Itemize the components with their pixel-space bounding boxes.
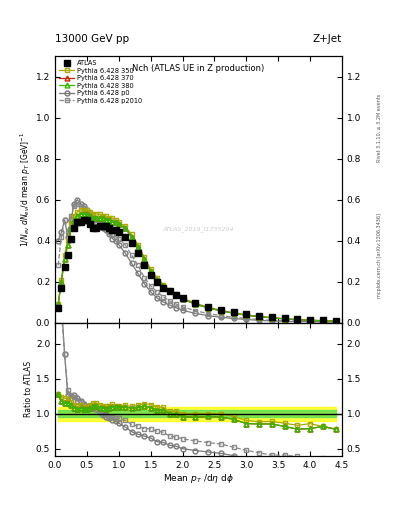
Y-axis label: Ratio to ATLAS: Ratio to ATLAS (24, 361, 33, 417)
X-axis label: Mean $p_{T}$ /d$\eta$ d$\phi$: Mean $p_{T}$ /d$\eta$ d$\phi$ (163, 472, 234, 485)
Legend: ATLAS, Pythia 6.428 350, Pythia 6.428 370, Pythia 6.428 380, Pythia 6.428 p0, Py: ATLAS, Pythia 6.428 350, Pythia 6.428 37… (58, 59, 143, 105)
Text: mcplots.cern.ch [arXiv:1306.3436]: mcplots.cern.ch [arXiv:1306.3436] (377, 214, 382, 298)
Text: Rivet 3.1.10, ≥ 3.2M events: Rivet 3.1.10, ≥ 3.2M events (377, 94, 382, 162)
Text: Nch (ATLAS UE in Z production): Nch (ATLAS UE in Z production) (132, 65, 264, 73)
Text: Z+Jet: Z+Jet (313, 33, 342, 44)
Text: ATLAS_2019_I1735294: ATLAS_2019_I1735294 (163, 226, 234, 232)
Text: 13000 GeV pp: 13000 GeV pp (55, 33, 129, 44)
Y-axis label: $1/N_{ev}$ $dN_{ev}$/d mean $p_{T}$ [GeV]$^{-1}$: $1/N_{ev}$ $dN_{ev}$/d mean $p_{T}$ [GeV… (18, 132, 33, 247)
